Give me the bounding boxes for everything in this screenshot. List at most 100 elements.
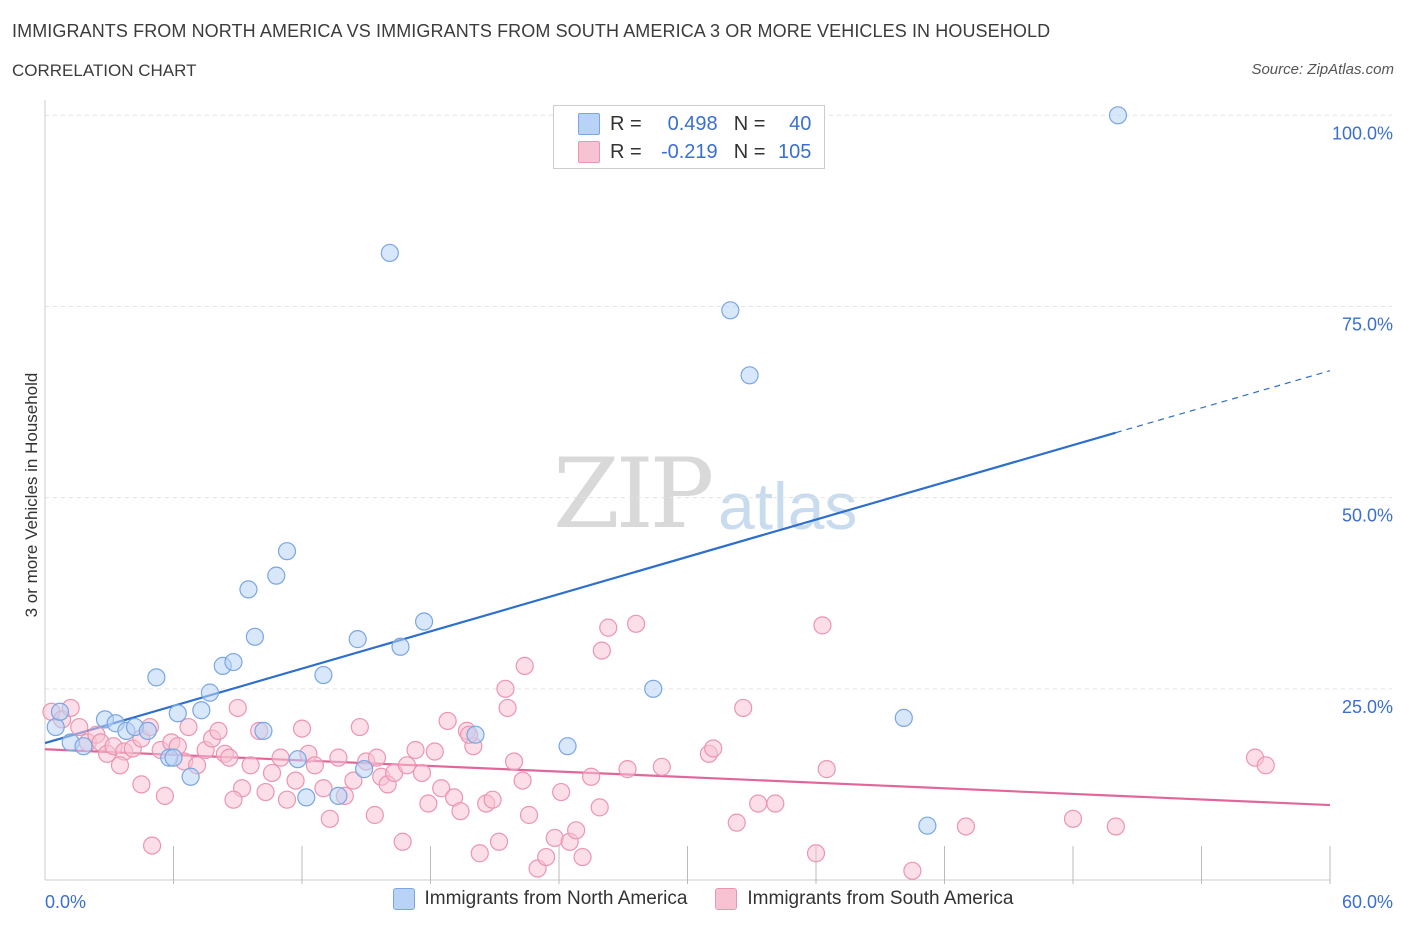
y-tick-label: 100.0% (1332, 123, 1393, 143)
north-n-label: N = (733, 112, 766, 135)
south-america-point (592, 641, 611, 660)
south-r-value: -0.219 (660, 140, 718, 163)
north-america-trend-extension (1115, 370, 1331, 434)
tick-labels: 25.0% 50.0% 75.0% 100.0% 0.0% 60.0% (45, 123, 1393, 912)
north-america-point (466, 725, 485, 744)
south-america-point (350, 717, 369, 737)
south-america-point (329, 748, 348, 767)
north-n-value: 40 (789, 112, 812, 135)
north-america-point (355, 760, 374, 779)
north-america-point (277, 542, 297, 561)
south-america-point (224, 790, 243, 809)
chart-subtitle: CORRELATION CHART (12, 61, 197, 80)
south-america-point (515, 656, 534, 675)
south-america-point (956, 817, 976, 836)
south-legend-label: Immigrants from South America (747, 888, 1014, 909)
south-america-point (228, 698, 247, 718)
north-america-point (721, 301, 740, 320)
south-america-point (220, 748, 239, 767)
south-america-point (305, 756, 324, 775)
south-america-point (1256, 756, 1275, 775)
south-america-point (451, 802, 470, 821)
south-r-label: R = (610, 140, 642, 163)
north-swatch (578, 113, 600, 135)
watermark-zip: ZIP (553, 438, 714, 550)
south-america-point (766, 794, 785, 813)
south-america-point (552, 782, 571, 802)
south-america-point (425, 742, 444, 761)
north-america-point (297, 788, 316, 807)
north-america-point (181, 767, 200, 786)
north-america-point (391, 637, 410, 656)
south-america-point (519, 805, 539, 825)
south-america-point (1106, 817, 1125, 836)
south-america-point (626, 614, 646, 633)
north-america-point (164, 748, 183, 767)
south-america-trend-line (44, 748, 1331, 807)
legend-row-south: R = -0.219 N = 105 (578, 140, 811, 164)
north-america-point (239, 580, 258, 599)
north-america-point (74, 737, 93, 756)
north-america-point (644, 679, 663, 698)
south-america-point (344, 771, 363, 790)
south-america-point (419, 794, 438, 813)
south-america-point (618, 760, 637, 779)
legend-item-north[interactable]: Immigrants from North America (392, 888, 688, 910)
correlation-legend: R = 0.498 N = 40 R = -0.219 N = 105 (553, 105, 825, 169)
north-r-value: 0.498 (667, 112, 718, 135)
north-america-point (329, 786, 348, 805)
south-america-point (813, 616, 832, 635)
south-america-point (496, 679, 515, 698)
y-axis-label: 3 or more Vehicles in Household (22, 372, 41, 618)
north-america-point (168, 704, 187, 723)
y-tick-label: 25.0% (1342, 697, 1393, 717)
north-america-point (254, 721, 273, 740)
south-america-point (110, 756, 130, 775)
south-america-point (483, 790, 502, 809)
north-america-point (288, 750, 307, 769)
x-tick-label-max: 60.0% (1342, 892, 1393, 912)
north-america-point (894, 708, 913, 727)
watermark-atlas: atlas (718, 469, 858, 543)
south-america-point (582, 767, 601, 786)
grid-lines (45, 114, 1392, 690)
legend-row-north: R = 0.498 N = 40 (578, 112, 811, 136)
north-america-point (138, 721, 157, 740)
south-america-point (132, 775, 151, 794)
south-n-value: 105 (778, 140, 812, 163)
south-america-point (903, 861, 922, 880)
south-america-point (262, 763, 282, 783)
north-america-point (558, 737, 577, 756)
north-america-point (224, 652, 243, 672)
north-america-trend-line (44, 431, 1117, 745)
trend-lines (44, 370, 1331, 807)
y-tick-label: 50.0% (1342, 506, 1393, 526)
legend-item-south[interactable]: Immigrants from South America (715, 888, 1014, 910)
south-america-point (365, 805, 384, 825)
south-america-point (271, 748, 290, 767)
south-america-point (727, 813, 746, 832)
data-points (42, 106, 1275, 880)
south-america-point (367, 748, 387, 767)
south-america-point (513, 771, 532, 790)
south-america-point (498, 698, 517, 718)
south-america-point (256, 782, 275, 802)
north-america-point (192, 701, 211, 720)
south-america-point (179, 717, 198, 737)
south-america-point (749, 794, 768, 813)
north-legend-label: Immigrants from North America (424, 888, 688, 909)
north-america-point (1108, 106, 1128, 125)
south-america-point (277, 790, 297, 809)
south-america-point (489, 832, 509, 851)
south-america-point (142, 836, 162, 855)
north-america-point (245, 627, 264, 646)
series-legend: Immigrants from North America Immigrants… (0, 888, 1406, 910)
south-america-point (397, 756, 417, 775)
chart-title: IMMIGRANTS FROM NORTH AMERICA VS IMMIGRA… (12, 21, 1051, 41)
south-america-point (573, 847, 592, 867)
south-america-point (470, 844, 489, 863)
south-america-point (806, 844, 826, 863)
north-america-point (50, 702, 70, 721)
south-america-point (590, 798, 609, 817)
